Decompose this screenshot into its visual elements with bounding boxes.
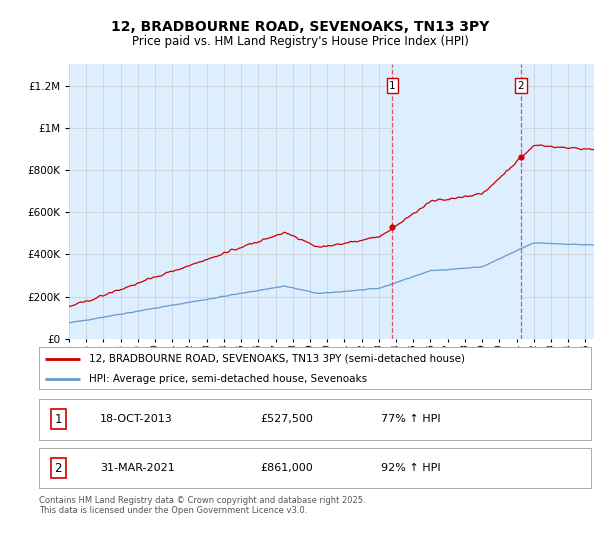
Text: £527,500: £527,500 — [260, 414, 313, 424]
Text: 92% ↑ HPI: 92% ↑ HPI — [381, 463, 441, 473]
Text: 12, BRADBOURNE ROAD, SEVENOAKS, TN13 3PY: 12, BRADBOURNE ROAD, SEVENOAKS, TN13 3PY — [111, 20, 489, 34]
Text: 12, BRADBOURNE ROAD, SEVENOAKS, TN13 3PY (semi-detached house): 12, BRADBOURNE ROAD, SEVENOAKS, TN13 3PY… — [89, 354, 464, 364]
Text: HPI: Average price, semi-detached house, Sevenoaks: HPI: Average price, semi-detached house,… — [89, 374, 367, 384]
Text: 2: 2 — [55, 461, 62, 475]
Text: 77% ↑ HPI: 77% ↑ HPI — [381, 414, 441, 424]
Text: 1: 1 — [389, 81, 396, 91]
Text: 31-MAR-2021: 31-MAR-2021 — [100, 463, 175, 473]
Text: Contains HM Land Registry data © Crown copyright and database right 2025.
This d: Contains HM Land Registry data © Crown c… — [39, 496, 365, 515]
Text: 2: 2 — [518, 81, 524, 91]
Bar — [392, 64, 521, 339]
Text: £861,000: £861,000 — [260, 463, 313, 473]
Text: 1: 1 — [55, 413, 62, 426]
Text: 18-OCT-2013: 18-OCT-2013 — [100, 414, 172, 424]
Text: Price paid vs. HM Land Registry's House Price Index (HPI): Price paid vs. HM Land Registry's House … — [131, 35, 469, 48]
